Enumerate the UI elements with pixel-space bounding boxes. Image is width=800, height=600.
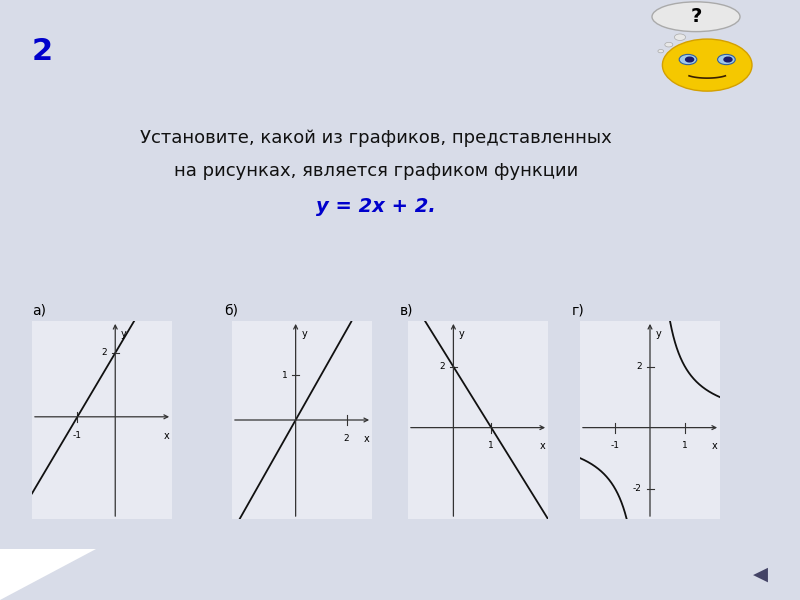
Text: x: x (539, 442, 546, 451)
Circle shape (674, 34, 686, 40)
Circle shape (665, 43, 673, 47)
Text: на рисунках, является графиком функции: на рисунках, является графиком функции (174, 162, 578, 180)
Text: -1: -1 (73, 431, 82, 440)
Text: x: x (163, 431, 170, 440)
Text: 2: 2 (32, 37, 53, 65)
Circle shape (662, 39, 752, 91)
Text: -1: -1 (610, 442, 619, 451)
Text: y: y (459, 329, 465, 339)
Polygon shape (0, 549, 96, 600)
Text: 1: 1 (488, 442, 494, 451)
Circle shape (724, 57, 732, 62)
Text: 2: 2 (344, 434, 350, 443)
Text: 2: 2 (102, 349, 107, 358)
Text: 1: 1 (682, 442, 688, 451)
Circle shape (686, 57, 694, 62)
Text: Установите, какой из графиков, представленных: Установите, какой из графиков, представл… (140, 129, 612, 147)
Text: в): в) (400, 304, 414, 318)
Text: y: y (302, 329, 307, 339)
Text: y = 2x + 2.: y = 2x + 2. (316, 197, 436, 217)
Text: а): а) (32, 304, 46, 318)
Circle shape (658, 49, 664, 53)
Text: y: y (121, 329, 126, 339)
Circle shape (718, 55, 735, 65)
Text: ◀: ◀ (753, 565, 767, 584)
Text: 1: 1 (282, 370, 287, 379)
Text: г): г) (572, 304, 585, 318)
Text: ?: ? (690, 7, 702, 26)
Text: y: y (656, 329, 662, 339)
Text: 2: 2 (439, 362, 445, 371)
Text: x: x (363, 434, 370, 444)
Text: б): б) (224, 304, 238, 318)
Text: 2: 2 (636, 362, 642, 371)
Circle shape (679, 55, 697, 65)
Text: -2: -2 (633, 484, 642, 493)
Ellipse shape (652, 2, 740, 32)
Text: x: x (711, 442, 718, 451)
